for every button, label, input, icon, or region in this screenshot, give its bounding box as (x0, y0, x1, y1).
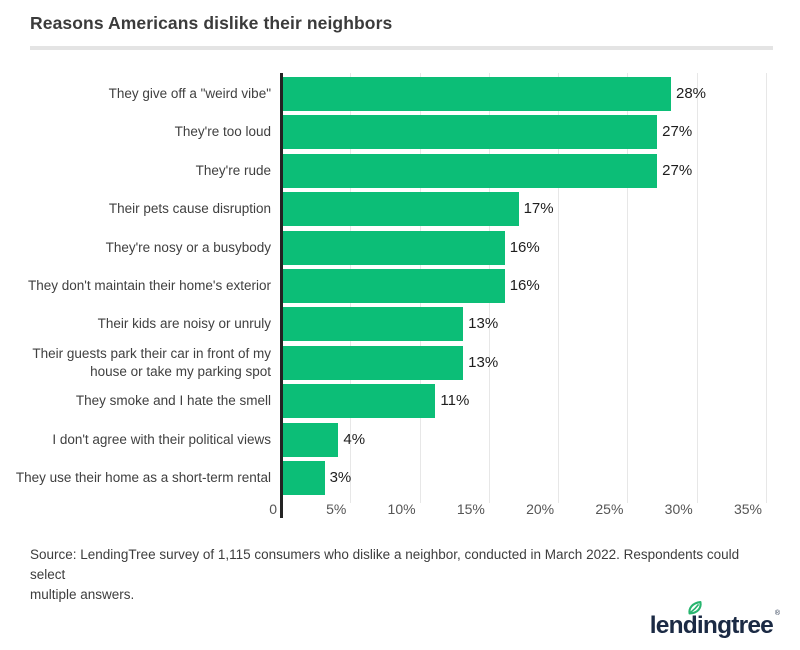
value-label: 11% (440, 392, 470, 410)
bar (283, 422, 339, 457)
tick-label: 35% (733, 501, 762, 517)
chart-row: They're too loud 27% (0, 113, 800, 151)
gridline (558, 73, 560, 503)
chart-row: They give off a "weird vibe" 28% (0, 75, 800, 113)
bar (283, 307, 464, 342)
bar (283, 230, 505, 265)
value-label: 27% (662, 123, 693, 141)
gridline (766, 73, 767, 503)
value-label: 4% (343, 430, 366, 448)
y-axis-line (280, 73, 283, 518)
row-plot: 17% (281, 190, 766, 228)
x-axis-ticks: 0 5% 10% 15% 20% 25% 30% 35% (269, 497, 766, 521)
row-plot: 13% (281, 344, 766, 382)
value-label: 13% (468, 315, 499, 333)
value-label: 16% (509, 238, 540, 256)
bar (283, 77, 671, 111)
title-divider (30, 46, 773, 50)
chart-row: They use their home as a short-term rent… (0, 459, 800, 497)
tick-label: 30% (664, 501, 693, 517)
category-label: They're nosy or a busybody (105, 239, 271, 255)
bar (283, 192, 519, 227)
chart-row: They smoke and I hate the smell 11% (0, 382, 800, 420)
tick-label: 10% (387, 501, 416, 517)
leaf-icon (688, 601, 702, 615)
row-plot: 16% (281, 267, 766, 305)
tick-label: 0 (269, 501, 277, 517)
source-note: Source: LendingTree survey of 1,115 cons… (30, 547, 740, 602)
category-label: They give off a "weird vibe" (108, 86, 271, 102)
lendingtree-logo: lendingtree ® (649, 601, 780, 644)
chart-row: They're nosy or a busybody 16% (0, 229, 800, 267)
tick-label: 20% (526, 501, 555, 517)
bar (283, 460, 325, 495)
chart-row: They don't maintain their home's exterio… (0, 267, 800, 305)
value-label: 17% (523, 200, 554, 218)
category-label: Their guests park their car in front of … (32, 345, 271, 379)
row-plot: 27% (281, 152, 766, 190)
category-label: They use their home as a short-term rent… (15, 469, 271, 485)
row-plot: 4% (281, 421, 766, 459)
chart-row: Their pets cause disruption 17% (0, 190, 800, 228)
value-label: 13% (468, 353, 499, 371)
row-plot: 3% (281, 459, 766, 497)
category-label: They don't maintain their home's exterio… (27, 278, 271, 294)
row-plot: 13% (281, 305, 766, 343)
category-label: I don't agree with their political views (52, 431, 271, 447)
chart-row: Their guests park their car in front of … (0, 344, 800, 382)
row-plot: 27% (281, 113, 766, 151)
category-label: Their kids are noisy or unruly (97, 316, 271, 332)
registered-mark: ® (774, 610, 780, 617)
row-plot: 16% (281, 229, 766, 267)
value-label: 16% (509, 276, 540, 294)
gridline (627, 73, 629, 503)
gridline (696, 73, 698, 503)
tick-label: 5% (326, 501, 347, 517)
chart-row: Their kids are noisy or unruly 13% (0, 305, 800, 343)
row-plot: 28% (281, 75, 766, 113)
chart-row: They're rude 27% (0, 152, 800, 190)
chart-rows: They give off a "weird vibe" 28% They're t… (0, 75, 800, 497)
bar (283, 384, 436, 419)
bar (283, 345, 464, 380)
bar-chart: They give off a "weird vibe" 28% They're t… (0, 73, 800, 520)
category-label: They smoke and I hate the smell (75, 393, 271, 409)
tick-label: 25% (595, 501, 624, 517)
bar (283, 153, 658, 188)
chart-row: I don't agree with their political views… (0, 421, 800, 459)
tick-label: 15% (456, 501, 485, 517)
bar (283, 268, 505, 303)
bar (283, 115, 658, 150)
category-label: Their pets cause disruption (108, 201, 271, 217)
chart-title: Reasons Americans dislike their neighbor… (30, 13, 393, 33)
category-label: They're too loud (174, 124, 271, 140)
logo-wordmark: lendingtree (649, 612, 774, 639)
row-plot: 11% (281, 382, 766, 420)
value-label: 27% (662, 161, 693, 179)
value-label: 28% (676, 85, 707, 102)
category-label: They're rude (195, 162, 271, 178)
logo-inner: lendingtree ® (649, 601, 780, 639)
value-label: 3% (329, 468, 352, 486)
